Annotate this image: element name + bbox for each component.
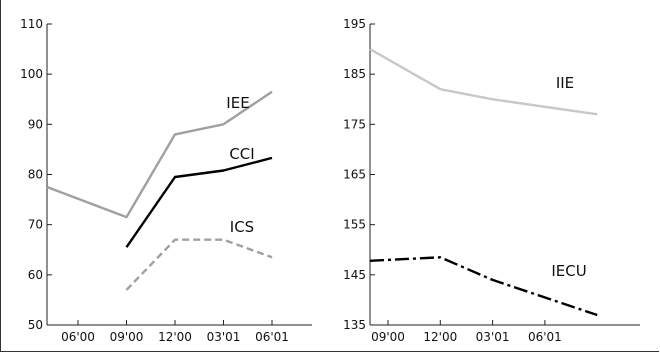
series-label-iecu: IECU — [551, 262, 586, 280]
series-line-iecu — [369, 256, 598, 317]
x-tick-label: 09'00 — [110, 330, 144, 344]
y-tick-label: 110 — [20, 17, 43, 31]
series-label-cci: CCI — [229, 145, 254, 163]
y-tick-label: 80 — [28, 168, 43, 182]
x-tick-label: 06'01 — [528, 330, 562, 344]
series-label-iee: IEE — [226, 94, 249, 112]
y-tick-label: 145 — [343, 268, 366, 282]
x-tick-label: 06'01 — [255, 330, 289, 344]
x-tick-label: 03'01 — [207, 330, 241, 344]
series-label-iie: IIE — [556, 74, 574, 92]
x-tick-label: 06'00 — [61, 330, 95, 344]
y-tick-label: 135 — [343, 318, 366, 332]
x-tick-label: 12'00 — [423, 330, 457, 344]
y-tick-label: 195 — [343, 17, 366, 31]
y-tick-label: 50 — [28, 318, 43, 332]
series-line-iee — [46, 90, 273, 219]
y-tick-label: 175 — [343, 117, 366, 131]
series-line-ics — [125, 238, 273, 291]
x-tick-label: 03'01 — [476, 330, 510, 344]
x-tick-label: 12'00 — [158, 330, 192, 344]
series-line-iie — [369, 48, 598, 116]
series-label-ics: ICS — [230, 218, 254, 236]
series-line-cci — [125, 156, 273, 248]
y-tick-label: 155 — [343, 218, 366, 232]
right-chart-panel: 135 145 155 165 175 185 195 09'00 12'00 03'01 06'0… — [343, 17, 640, 344]
y-tick-label: 165 — [343, 168, 366, 182]
y-tick-label: 90 — [28, 117, 43, 131]
y-tick-label: 100 — [20, 67, 43, 81]
y-tick-label: 70 — [28, 218, 43, 232]
left-chart-panel: 50 60 70 80 90 100 110 06'00 09'00 12'00 03'01 06'0… — [20, 17, 312, 344]
y-tick-label: 60 — [28, 268, 43, 282]
y-tick-label: 185 — [343, 67, 366, 81]
x-tick-label: 09'00 — [371, 330, 405, 344]
